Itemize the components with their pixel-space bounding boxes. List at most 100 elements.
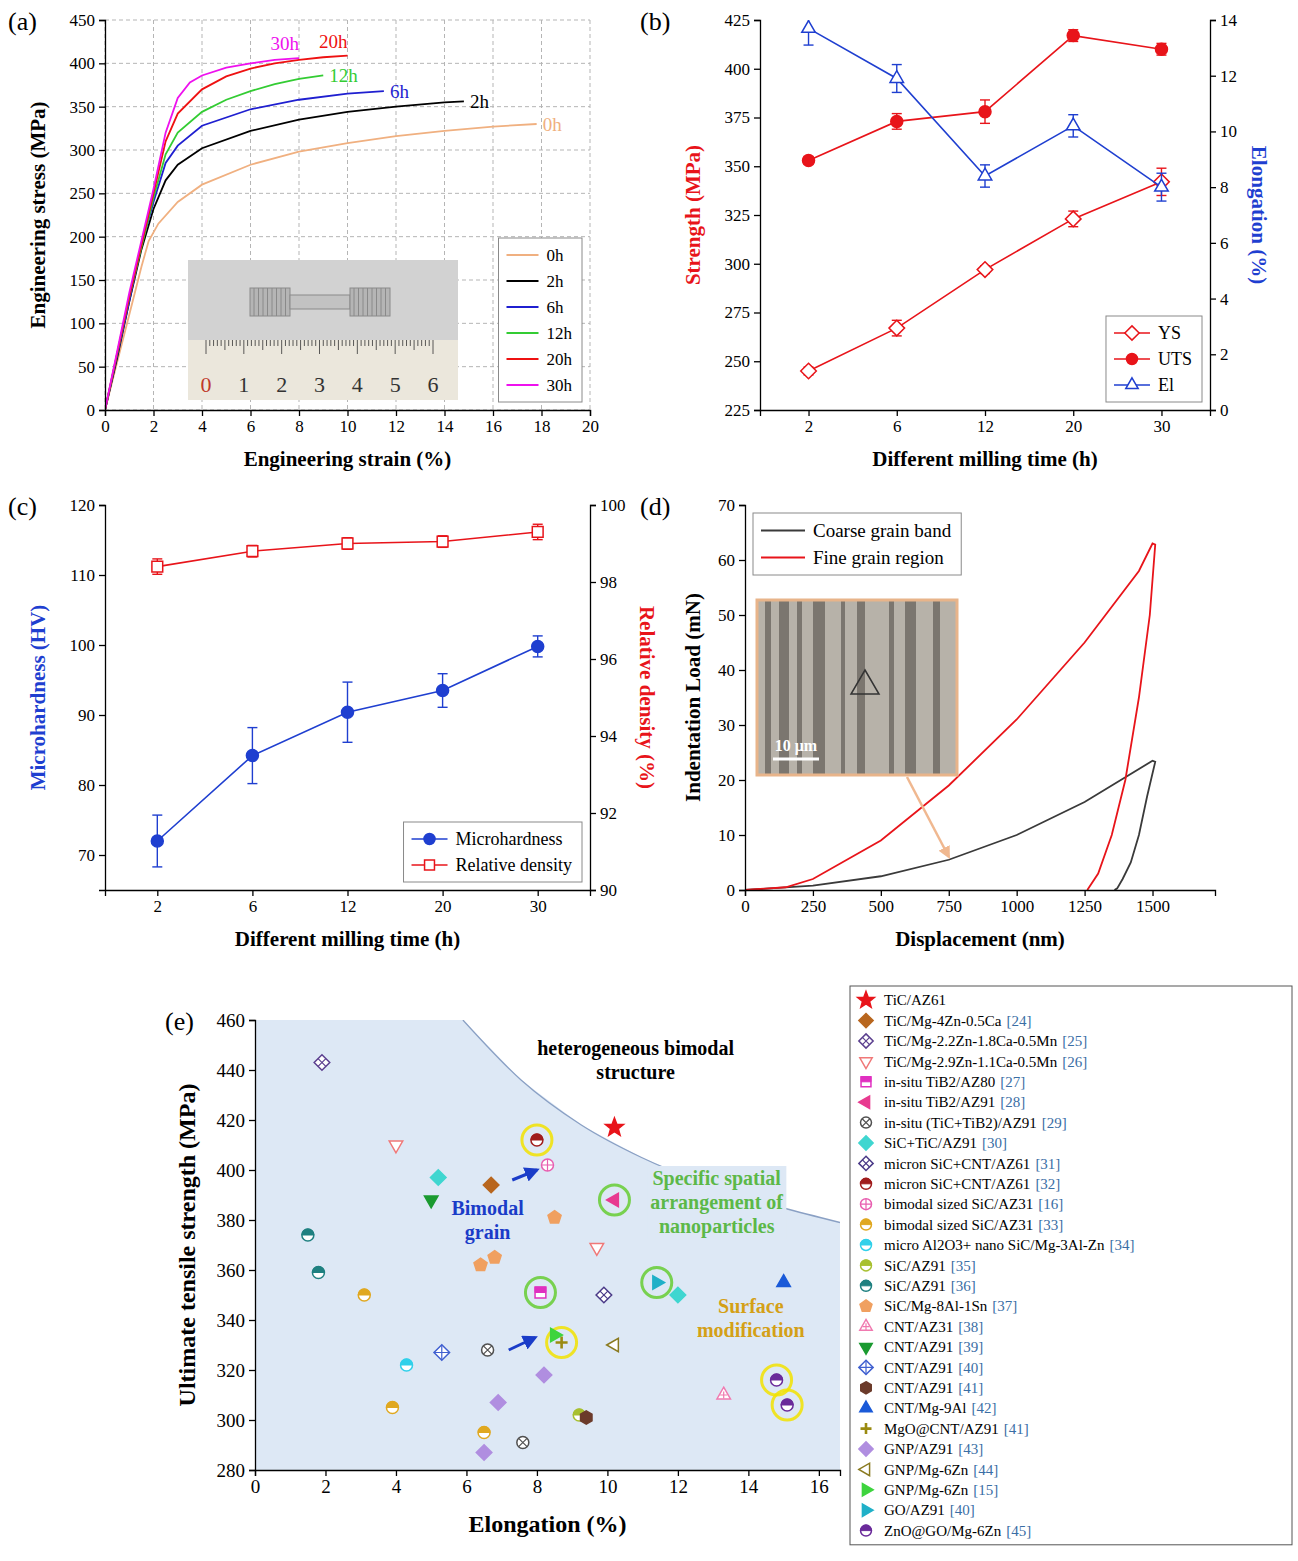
tick-label: 6 [1220,234,1229,253]
marker-shape [802,21,816,33]
point [490,1395,506,1411]
marker-shape [1125,326,1139,340]
tick: 225 [725,401,761,420]
marker-shape [861,1199,872,1210]
tick: 425 [725,11,761,30]
marker-half [401,1359,413,1365]
marker-plus [542,1159,554,1171]
marker-shape [1066,118,1080,130]
ruler-tick [395,340,396,354]
tick-mark [444,410,445,416]
tick-label: 280 [217,1460,246,1481]
tick-label: 8 [295,417,304,436]
marker-shape [605,1118,623,1135]
tick-label: 340 [217,1310,246,1331]
tick: 275 [725,303,761,322]
tick-label: 30 [530,897,547,916]
point [483,1177,499,1193]
grid-line [105,236,590,237]
tick: 14 [437,410,455,436]
ruler-tick [425,340,426,346]
tick-label: 18 [534,417,551,436]
marker-shape [548,1211,561,1223]
tick: 18 [534,410,551,436]
error-bar-cap [343,681,353,682]
annotation: Surfacemodification [694,1294,808,1342]
legend-marker [860,1401,872,1412]
error-bar-cap [247,727,257,728]
tick-mark [813,890,814,896]
tick-label: 10 [598,1476,617,1497]
series-line [745,544,1155,891]
tick: 280 [217,1460,256,1481]
series-line [809,36,1162,161]
tick-label: 0 [101,417,110,436]
tick-label: 0 [1220,401,1229,420]
marker-shape [1067,30,1079,42]
axis-title: Strength (MPa) [681,145,705,285]
error-bar [438,674,448,708]
legend-label: GNP/AZ91 [884,1441,953,1457]
indent [851,670,879,694]
thread [276,288,277,316]
tick-label: 90 [600,881,617,900]
tick-mark [1210,354,1216,355]
tick: 30 [1153,410,1170,436]
axis-line [761,411,1211,417]
legend-label: Coarse grain band [813,520,952,541]
tick: 320 [217,1360,256,1381]
tick-mark [99,20,105,21]
tick-mark [1210,131,1216,132]
legend-label: SiC/AZ91 [884,1278,946,1294]
error-bar-cap [438,707,448,708]
legend-item: CNT/AZ91[41] [861,1380,983,1396]
point [302,1229,314,1241]
error-bar-cap [152,558,162,559]
highlight-ring [599,1185,629,1215]
marker [978,168,992,180]
tick-mark [754,20,760,21]
marker [437,685,449,697]
ruler-tick [315,340,316,346]
legend-label: CNT/AZ31 [884,1319,953,1335]
marker-shape [1155,43,1167,55]
legend-marker [859,1156,873,1170]
ruler-tick [398,340,399,346]
legend-marker [424,834,435,845]
ruler-tick [414,340,415,350]
marker-shape [862,1484,873,1496]
legend-marker [861,1423,872,1434]
marker-half [535,1287,546,1292]
legend-label: TiC/AZ61 [884,992,946,1008]
tick-label: 440 [217,1060,246,1081]
tick: 250 [725,352,761,371]
tick-mark [538,890,539,896]
tick: 10 [718,826,745,845]
axis-title: Ultimate tensile strength (MPa) [174,1084,200,1407]
tick-mark [607,1470,608,1476]
legend-item: SiC+TiC/AZ91[30] [859,1135,1007,1151]
legend-item: ZnO@GO/Mg-6Zn[45] [861,1523,1032,1539]
legend-ref: [16] [1038,1196,1063,1212]
tick-label: 6 [249,897,258,916]
legend-ref: [35] [951,1258,976,1274]
legend-item: SiC/AZ91[36] [861,1278,976,1294]
marker-shape [860,1319,872,1330]
marker-shape [861,1260,872,1271]
legend-item: micron SiC+CNT/AZ61[31] [859,1156,1061,1172]
axis: 050100150200250300350400450 [70,11,106,420]
tick-mark [202,410,203,416]
axis: 0246810121416 [251,1470,841,1497]
marker [889,320,905,336]
error-bar [343,538,353,550]
tick-mark [739,725,745,726]
annotation: Specific spatialarrangement ofnanopartic… [647,1166,786,1239]
panel: 0123456024681012141618200501001502002503… [26,11,599,471]
marker-cross [519,1438,527,1446]
legend-label: UTS [1158,349,1192,369]
panel-label: (a) [8,7,37,36]
tick: 300 [217,1410,256,1431]
tick-mark [739,780,745,781]
ruler-label: 6 [428,372,439,397]
thread [381,288,382,316]
